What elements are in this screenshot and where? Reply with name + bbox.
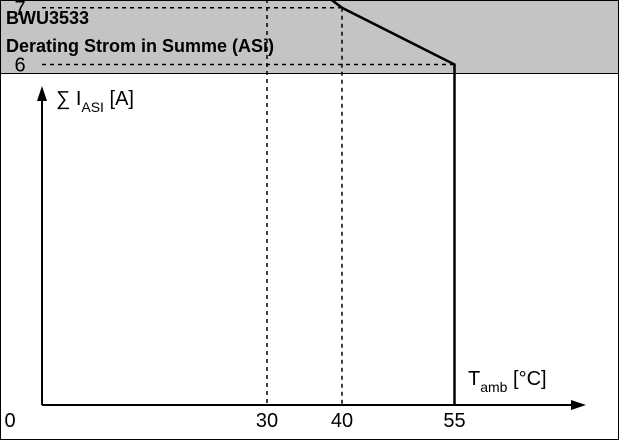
y-tick-label-6: 6 <box>14 55 25 77</box>
x-tick-label-40: 40 <box>331 410 353 432</box>
y-axis-arrow <box>37 86 47 101</box>
derating-curve <box>329 0 456 405</box>
labels: 6780304055∑ IASI [A]Tamb [°C] <box>4 0 546 432</box>
x-tick-label-0: 0 <box>4 410 15 432</box>
axes <box>37 86 586 410</box>
guide-lines <box>42 0 455 405</box>
y-tick-label-7: 7 <box>14 0 25 20</box>
series <box>329 0 456 405</box>
x-tick-label-55: 55 <box>443 410 465 432</box>
x-axis-arrow <box>571 400 586 410</box>
y-axis-label: ∑ IASI [A] <box>56 88 134 115</box>
x-tick-label-30: 30 <box>256 410 278 432</box>
product-code: BWU3533 <box>6 8 90 28</box>
x-axis-label: Tamb [°C] <box>468 368 547 395</box>
chart-header: BWU3533 Derating Strom in Summe (ASi) <box>1 1 618 74</box>
chart-title: Derating Strom in Summe (ASi) <box>6 36 275 56</box>
